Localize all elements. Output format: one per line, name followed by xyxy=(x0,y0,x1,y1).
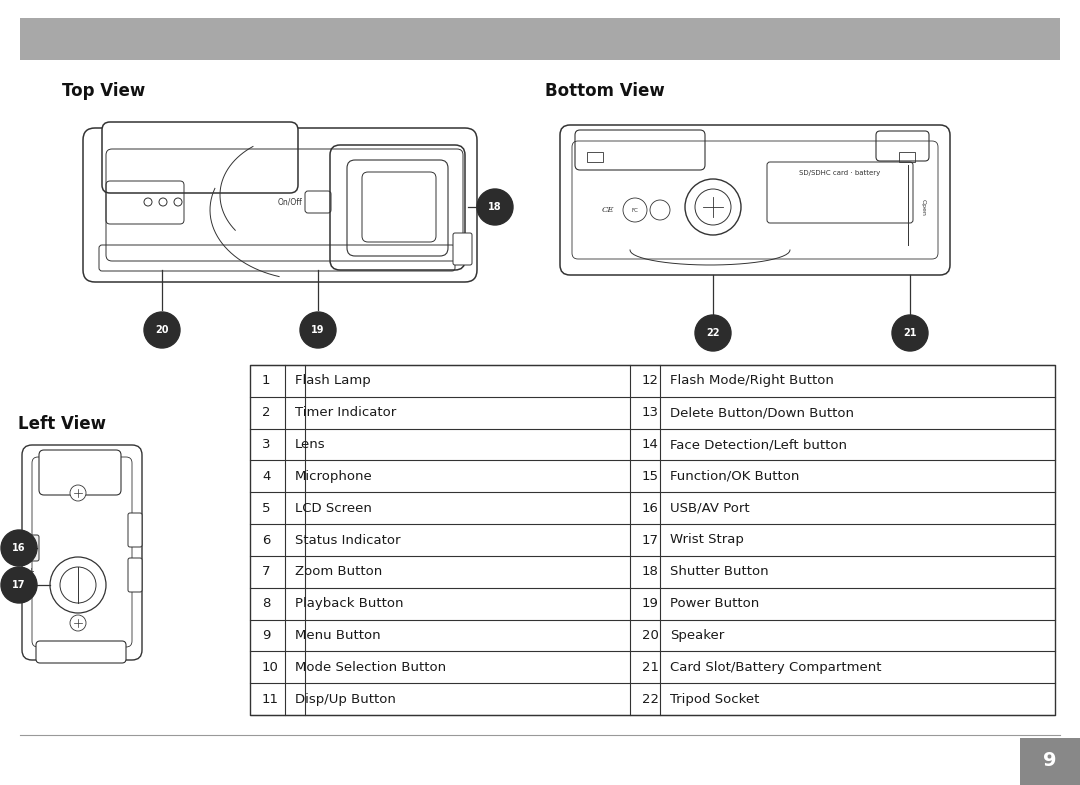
FancyBboxPatch shape xyxy=(23,535,39,561)
Circle shape xyxy=(144,312,180,348)
Text: 14: 14 xyxy=(642,438,659,451)
Text: 12: 12 xyxy=(642,374,659,388)
Circle shape xyxy=(696,189,731,225)
Text: 20: 20 xyxy=(156,325,168,335)
Text: 21: 21 xyxy=(642,661,659,674)
Text: Delete Button/Down Button: Delete Button/Down Button xyxy=(670,406,854,419)
Text: +: + xyxy=(28,567,35,575)
Text: FC: FC xyxy=(632,207,638,213)
Text: 22: 22 xyxy=(642,692,659,706)
Text: Power Button: Power Button xyxy=(670,597,759,610)
FancyBboxPatch shape xyxy=(36,641,126,663)
Text: 20: 20 xyxy=(642,629,659,642)
Circle shape xyxy=(60,567,96,603)
Text: 3: 3 xyxy=(262,438,270,451)
Text: LCD Screen: LCD Screen xyxy=(295,502,372,515)
Text: 22: 22 xyxy=(706,328,719,338)
FancyBboxPatch shape xyxy=(561,125,950,275)
FancyBboxPatch shape xyxy=(453,233,472,265)
Text: Tripod Socket: Tripod Socket xyxy=(670,692,759,706)
Text: 1: 1 xyxy=(262,374,270,388)
Text: 19: 19 xyxy=(642,597,659,610)
Circle shape xyxy=(50,557,106,613)
Text: Shutter Button: Shutter Button xyxy=(670,565,769,579)
Text: Zoom Button: Zoom Button xyxy=(295,565,382,579)
Text: Playback Button: Playback Button xyxy=(295,597,404,610)
Circle shape xyxy=(70,615,86,631)
Text: 11: 11 xyxy=(262,692,279,706)
Text: Lens: Lens xyxy=(295,438,326,451)
FancyBboxPatch shape xyxy=(876,131,929,161)
Text: Card Slot/Battery Compartment: Card Slot/Battery Compartment xyxy=(670,661,881,674)
Text: Speaker: Speaker xyxy=(670,629,725,642)
Text: 17: 17 xyxy=(12,580,26,590)
Text: 16: 16 xyxy=(12,543,26,553)
Text: Flash Mode/Right Button: Flash Mode/Right Button xyxy=(670,374,834,388)
Text: 17: 17 xyxy=(642,534,659,546)
Text: Microphone: Microphone xyxy=(295,470,373,483)
Text: Top View: Top View xyxy=(62,82,145,100)
Text: 4: 4 xyxy=(262,470,270,483)
Circle shape xyxy=(477,189,513,225)
Text: AV
OUT: AV OUT xyxy=(27,544,36,553)
Text: Function/OK Button: Function/OK Button xyxy=(670,470,799,483)
Text: 19: 19 xyxy=(311,325,325,335)
Text: 7: 7 xyxy=(262,565,270,579)
Text: Status Indicator: Status Indicator xyxy=(295,534,401,546)
Text: 8: 8 xyxy=(262,597,270,610)
Text: Menu Button: Menu Button xyxy=(295,629,380,642)
Text: On/Off: On/Off xyxy=(278,198,302,206)
Text: 18: 18 xyxy=(488,202,502,212)
FancyBboxPatch shape xyxy=(575,130,705,170)
Text: Bottom View: Bottom View xyxy=(545,82,665,100)
FancyBboxPatch shape xyxy=(330,145,465,270)
Circle shape xyxy=(892,315,928,351)
Circle shape xyxy=(70,485,86,501)
Circle shape xyxy=(1,530,37,566)
Text: 6: 6 xyxy=(262,534,270,546)
Text: 2: 2 xyxy=(262,406,270,419)
Text: Disp/Up Button: Disp/Up Button xyxy=(295,692,396,706)
Circle shape xyxy=(685,179,741,235)
FancyBboxPatch shape xyxy=(129,558,141,592)
Text: Open: Open xyxy=(920,199,926,215)
FancyBboxPatch shape xyxy=(129,513,141,547)
FancyBboxPatch shape xyxy=(21,18,1059,60)
Text: 9: 9 xyxy=(1043,751,1056,771)
Text: 16: 16 xyxy=(642,502,659,515)
Text: 15: 15 xyxy=(642,470,659,483)
Circle shape xyxy=(300,312,336,348)
Text: Face Detection/Left button: Face Detection/Left button xyxy=(670,438,847,451)
FancyBboxPatch shape xyxy=(39,450,121,495)
FancyBboxPatch shape xyxy=(83,128,477,282)
Text: 21: 21 xyxy=(903,328,917,338)
Text: Mode Selection Button: Mode Selection Button xyxy=(295,661,446,674)
FancyBboxPatch shape xyxy=(1020,738,1080,785)
Circle shape xyxy=(696,315,731,351)
FancyBboxPatch shape xyxy=(22,445,141,660)
Circle shape xyxy=(1,567,37,603)
Text: 5: 5 xyxy=(262,502,270,515)
FancyBboxPatch shape xyxy=(102,122,298,193)
Text: 10: 10 xyxy=(262,661,279,674)
Text: Left View: Left View xyxy=(18,415,106,433)
Text: USB/AV Port: USB/AV Port xyxy=(670,502,750,515)
Text: SD/SDHC card · battery: SD/SDHC card · battery xyxy=(799,170,880,176)
Text: 13: 13 xyxy=(642,406,659,419)
Text: Flash Lamp: Flash Lamp xyxy=(295,374,370,388)
Text: CE: CE xyxy=(602,206,615,214)
Text: Wrist Strap: Wrist Strap xyxy=(670,534,744,546)
Text: 18: 18 xyxy=(642,565,659,579)
Text: Timer Indicator: Timer Indicator xyxy=(295,406,396,419)
Text: 9: 9 xyxy=(262,629,270,642)
